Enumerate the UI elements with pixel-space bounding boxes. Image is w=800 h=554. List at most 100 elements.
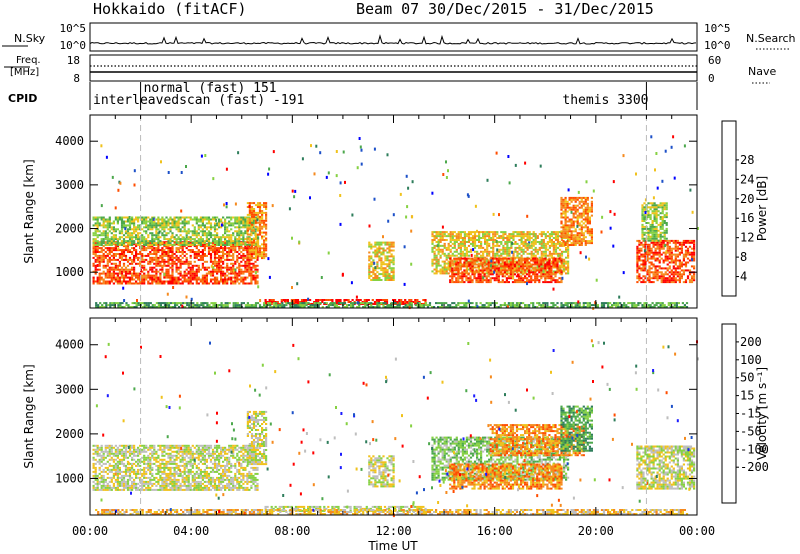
- echo-cell: [202, 304, 205, 307]
- echo-cell: [572, 198, 575, 201]
- echo-cell: [439, 235, 442, 238]
- echo-cell: [246, 266, 249, 269]
- echo-cell: [155, 302, 158, 305]
- echo-cell: [153, 256, 156, 259]
- echo-cell: [108, 222, 111, 225]
- echo-cell: [515, 263, 519, 266]
- echo-cell: [491, 267, 494, 270]
- echo-cell: [246, 236, 249, 239]
- echo-cell: [503, 257, 506, 260]
- echo-cell: [453, 250, 456, 253]
- echo-cell: [116, 220, 119, 223]
- echo-cell: [388, 306, 391, 308]
- echo-cell: [201, 274, 204, 277]
- echo-cell: [195, 247, 198, 250]
- echo-cell: [110, 272, 113, 275]
- echo-cell: [135, 238, 138, 241]
- echo-cell: [193, 240, 196, 243]
- echo-cell: [449, 265, 452, 268]
- echo-cell: [133, 278, 136, 281]
- echo-cell: [111, 304, 114, 307]
- echo-cell: [211, 251, 215, 253]
- echo-cell: [141, 280, 144, 283]
- echo-cell: [238, 249, 241, 252]
- echo-cell: [159, 302, 162, 305]
- echo-cell: [475, 271, 478, 274]
- echo-cell: [104, 247, 107, 250]
- echo-cell: [433, 244, 436, 247]
- echo-cell: [552, 252, 555, 255]
- echo-cell: [232, 253, 235, 255]
- echo-cell: [382, 271, 385, 274]
- echo-cell: [218, 266, 221, 269]
- echo-cell: [604, 302, 608, 305]
- echo-cell: [480, 260, 483, 263]
- echo-cell: [388, 255, 391, 258]
- echo-cell: [556, 239, 560, 241]
- echo-cell: [203, 245, 206, 248]
- echo-cell: [492, 252, 495, 255]
- echo-cell: [572, 306, 575, 308]
- echo-cell: [317, 304, 320, 307]
- echo-cell: [481, 269, 484, 272]
- echo-cell: [374, 275, 377, 277]
- echo-cell: [536, 279, 539, 282]
- echo-cell: [149, 247, 152, 250]
- echo-cell: [307, 302, 310, 305]
- echo-cell: [110, 280, 113, 283]
- echo-cell: [201, 278, 204, 281]
- echo-cell: [230, 242, 233, 245]
- echo-cell: [211, 270, 215, 273]
- echo-cell: [216, 234, 219, 237]
- echo-cell: [517, 263, 521, 266]
- echo-cell: [137, 236, 140, 239]
- echo-cell: [179, 241, 182, 244]
- echo-cell: [453, 273, 456, 276]
- echo-cell: [572, 216, 575, 219]
- echo-cell: [518, 231, 521, 234]
- echo-cell: [538, 248, 541, 251]
- echo-cell: [554, 250, 558, 253]
- echo-cell: [443, 264, 446, 267]
- echo-cell: [100, 272, 103, 275]
- echo-cell: [244, 222, 247, 225]
- echo-cell: [232, 276, 235, 279]
- echo-cell: [532, 304, 535, 307]
- echo-cell: [493, 257, 496, 260]
- echo-cell: [367, 299, 370, 301]
- echo-cell: [120, 256, 124, 259]
- echo-cell: [540, 306, 543, 308]
- echo-cell: [201, 220, 204, 223]
- echo-cell: [546, 263, 549, 266]
- echo-cell: [258, 306, 262, 308]
- echo-cell: [437, 264, 440, 267]
- echo-cell: [197, 242, 200, 245]
- echo-cell: [137, 253, 140, 255]
- echo-cell: [242, 272, 245, 275]
- echo-cell: [548, 259, 551, 262]
- echo-cell: [480, 231, 483, 234]
- echo-cell: [511, 263, 515, 266]
- echo-cell: [211, 218, 215, 221]
- echo-cell: [112, 247, 115, 250]
- echo-cell: [457, 233, 460, 236]
- echo-cell: [100, 258, 103, 261]
- echo-cell: [167, 240, 170, 243]
- echo-cell: [596, 306, 599, 308]
- echo-cell: [124, 232, 128, 235]
- echo-cell: [352, 306, 355, 308]
- echo-cell: [520, 257, 523, 260]
- echo-cell: [513, 263, 517, 266]
- echo-cell: [265, 249, 268, 252]
- echo-cell: [183, 226, 186, 229]
- echo-cell: [238, 242, 241, 245]
- echo-cell: [186, 302, 189, 305]
- echo-cell: [114, 238, 117, 241]
- echo-cell: [329, 304, 332, 307]
- echo-cell: [492, 244, 495, 247]
- echo-cell: [558, 272, 562, 275]
- echo-cell: [230, 278, 233, 281]
- echo-cell: [372, 277, 375, 279]
- echo-cell: [220, 254, 223, 257]
- echo-cell: [433, 268, 436, 271]
